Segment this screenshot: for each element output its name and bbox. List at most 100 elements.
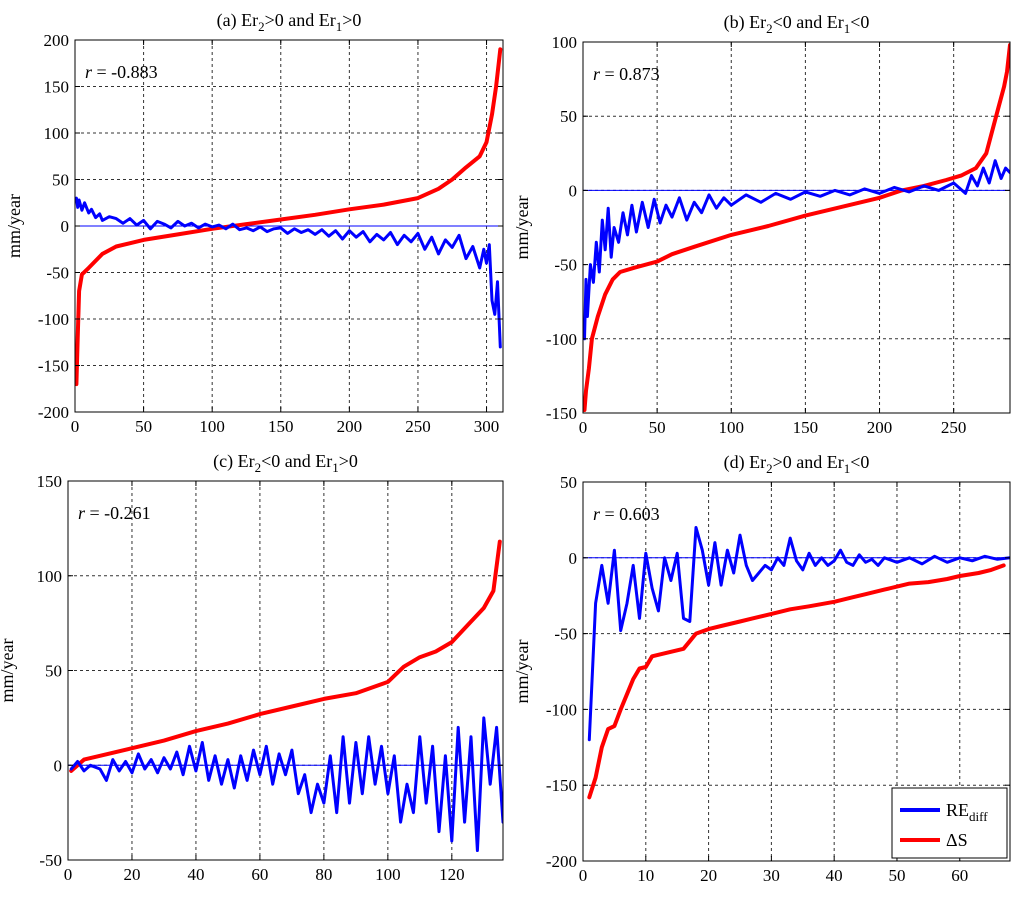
panel-title: (d) Er2>0 and Er1<0: [724, 452, 870, 476]
x-tick-label: 100: [375, 865, 401, 884]
y-tick-label: -150: [546, 776, 577, 795]
panel-title: (a) Er2>0 and Er1>0: [217, 10, 362, 34]
y-tick-label: 0: [54, 756, 63, 775]
title-text: <0: [850, 12, 869, 32]
y-tick-label: 0: [569, 549, 578, 568]
title-text: (b) Er: [724, 12, 766, 33]
x-tick-label: 300: [474, 417, 500, 436]
y-tick-label: 50: [45, 662, 62, 681]
y-axis-title: mm/year: [4, 194, 24, 258]
correlation-value: = -0.883: [92, 62, 158, 82]
title-subscript: 1: [336, 19, 343, 34]
title-subscript: 2: [258, 19, 265, 34]
x-tick-label: 80: [315, 865, 332, 884]
correlation-symbol: r: [78, 503, 86, 523]
panel-title: (b) Er2<0 and Er1<0: [724, 12, 870, 36]
x-tick-label: 20: [123, 865, 140, 884]
x-tick-label: 40: [187, 865, 204, 884]
y-tick-label: -150: [546, 404, 577, 423]
plot-frame: [582, 481, 1011, 862]
x-tick-label: 250: [941, 418, 967, 437]
series-re_diff: [69, 716, 503, 852]
x-tick-label: 20: [700, 866, 717, 885]
x-tick-label: 150: [793, 418, 819, 437]
y-tick-label: -100: [38, 310, 69, 329]
plot-area: [583, 42, 1010, 413]
x-tick-label: 250: [405, 417, 431, 436]
title-text: <0 and Er: [261, 451, 332, 471]
correlation-label: r = 0.603: [593, 504, 660, 524]
plot-frame: [582, 41, 1011, 414]
y-tick-label: 100: [552, 33, 578, 52]
title-text: >0 and Er: [773, 452, 844, 472]
series-delta_s: [587, 563, 1006, 800]
y-axis-title: mm/year: [512, 196, 532, 260]
y-tick-label: 200: [44, 31, 70, 50]
series-delta_s: [583, 43, 1010, 412]
y-axis-title: mm/year: [512, 640, 532, 704]
x-tick-label: 50: [888, 866, 905, 885]
x-tick-label: 200: [337, 417, 363, 436]
title-subscript: 1: [332, 460, 339, 475]
correlation-value: = 0.873: [600, 64, 660, 84]
title-subscript: 1: [844, 21, 851, 36]
title-text: (a) Er: [217, 10, 258, 31]
panel-a: 0 50 100 150 200 250 300 -200 -150 -100 -50 0 50 100 1…: [4, 10, 504, 436]
legend-label-subscript: diff: [969, 809, 988, 824]
title-text: >0 and Er: [265, 10, 336, 30]
y-tick-label: -50: [46, 264, 69, 283]
x-tick-label: 0: [71, 417, 80, 436]
y-tick-label: 50: [560, 107, 577, 126]
title-text: (c) Er: [213, 451, 254, 472]
correlation-label: r = -0.261: [78, 503, 151, 523]
title-text: <0: [850, 452, 869, 472]
panel-b: 0 50 100 150 200 250 -150 -100 -50 0 50 100 mm/year (…: [512, 12, 1011, 437]
y-tick-label: -200: [38, 403, 69, 422]
series-delta_s: [69, 539, 502, 773]
legend-label-main: ΔS: [946, 830, 968, 850]
series-re_diff: [583, 159, 1010, 341]
title-text: (d) Er: [724, 452, 766, 473]
title-text: >0: [339, 451, 358, 471]
y-tick-label: 50: [560, 473, 577, 492]
title-text: >0: [342, 10, 361, 30]
x-tick-label: 120: [439, 865, 465, 884]
title-subscript: 2: [255, 460, 262, 475]
y-tick-label: -50: [554, 256, 577, 275]
x-tick-label: 0: [64, 865, 73, 884]
x-tick-label: 10: [637, 866, 654, 885]
y-tick-label: -150: [38, 357, 69, 376]
x-tick-label: 150: [268, 417, 294, 436]
x-tick-label: 200: [867, 418, 893, 437]
correlation-value: = -0.261: [85, 503, 151, 523]
x-tick-label: 0: [579, 866, 588, 885]
y-tick-label: -50: [39, 851, 62, 870]
series-delta_s: [75, 47, 503, 387]
y-tick-label: 150: [37, 472, 63, 491]
correlation-symbol: r: [85, 62, 93, 82]
y-tick-label: -100: [546, 700, 577, 719]
y-tick-label: 50: [52, 171, 69, 190]
y-axis-title: mm/year: [0, 639, 17, 703]
x-tick-label: 50: [135, 417, 152, 436]
title-subscript: 2: [766, 21, 773, 36]
x-tick-label: 60: [951, 866, 968, 885]
y-tick-label: 100: [44, 124, 70, 143]
y-tick-label: 0: [61, 217, 70, 236]
series-re_diff: [587, 526, 1010, 742]
panel-title: (c) Er2<0 and Er1>0: [213, 451, 358, 475]
correlation-label: r = -0.883: [85, 62, 158, 82]
x-tick-label: 100: [199, 417, 225, 436]
series-re_diff: [75, 196, 502, 349]
y-tick-label: 0: [569, 181, 578, 200]
x-tick-label: 50: [649, 418, 666, 437]
y-tick-label: 100: [37, 567, 63, 586]
correlation-symbol: r: [593, 64, 601, 84]
correlation-label: r = 0.873: [593, 64, 660, 84]
legend-label-main: RE: [946, 800, 969, 820]
title-subscript: 2: [766, 461, 773, 476]
correlation-symbol: r: [593, 504, 601, 524]
